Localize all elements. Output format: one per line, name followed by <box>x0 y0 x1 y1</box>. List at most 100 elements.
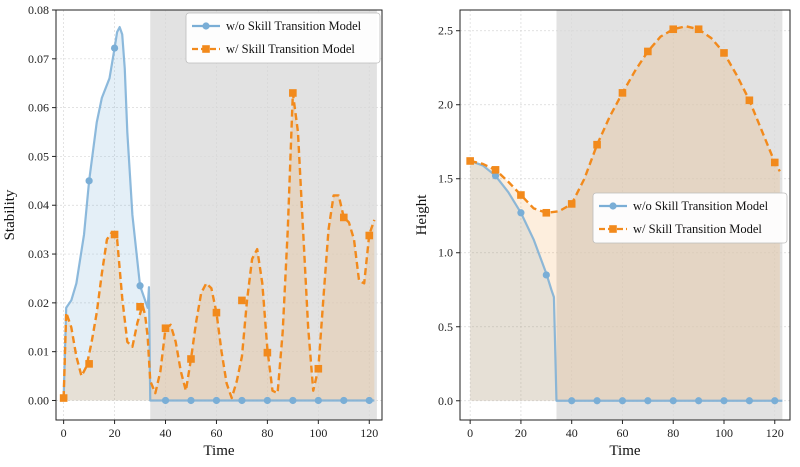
series-2-point <box>263 348 272 357</box>
x-tick-label: 40 <box>160 426 172 440</box>
x-axis-label: Time <box>609 443 640 459</box>
series-1-point <box>593 397 601 405</box>
series-1-point <box>517 209 525 217</box>
series-1-point <box>669 397 677 405</box>
series-2-point <box>644 47 652 56</box>
series-2-point <box>517 191 525 199</box>
series-1-point <box>720 397 728 405</box>
series-2-point <box>136 302 144 311</box>
x-tick-label: 100 <box>715 426 733 440</box>
legend-label: w/ Skill Transition Model <box>226 42 355 56</box>
series-2-point <box>567 200 576 208</box>
y-tick-label: 0.00 <box>28 393 49 407</box>
height-panel: 0 20 40 60 80 100 120 0.0 0.5 1.0 1.5 2.0 2.5 Time Hei… <box>414 9 791 459</box>
series-2-point <box>59 394 68 402</box>
x-tick-label: 100 <box>309 426 327 440</box>
series-1-point <box>771 397 779 405</box>
legend-box <box>592 192 788 244</box>
series-2-area <box>63 92 375 401</box>
y-tick-label: 0.07 <box>28 52 49 66</box>
plot-frame <box>459 9 791 421</box>
series-1-point <box>340 396 348 405</box>
legend-label: w/o Skill Transition Model <box>226 19 362 33</box>
series-1-point <box>161 396 170 405</box>
series-1-point <box>187 396 195 405</box>
legend-marker <box>609 225 617 233</box>
y-tick-label: 2.0 <box>438 98 453 112</box>
y-tick-label: 0.02 <box>28 296 49 310</box>
series-1-point <box>568 397 576 405</box>
series-2-point <box>618 89 627 97</box>
series-2-point <box>593 140 601 149</box>
x-tick-label: 60 <box>210 426 222 440</box>
series-1-point <box>110 44 119 52</box>
y-tick-label: 0.05 <box>28 149 49 163</box>
series-1-point <box>238 396 246 405</box>
series-1-point <box>542 271 550 279</box>
legend: w/o Skill Transition Model w/ Skill Trans… <box>592 192 788 244</box>
series-2-point <box>770 158 779 167</box>
y-axis-label: Height <box>414 194 430 236</box>
plot-frame <box>55 9 383 421</box>
x-axis-label: Time <box>203 443 234 459</box>
y-tick-label: 0.0 <box>438 394 453 408</box>
legend-marker <box>609 202 617 210</box>
grid <box>56 9 382 420</box>
series-2-point <box>466 157 474 165</box>
y-tick-label: 1.0 <box>438 246 453 260</box>
series-1-point <box>695 397 703 405</box>
series-2-point <box>745 96 754 105</box>
series-2-point <box>720 49 728 57</box>
series-2-point <box>238 296 246 305</box>
x-tick-label: 40 <box>566 426 578 440</box>
y-tick-label: 1.5 <box>438 172 453 186</box>
series-1-point <box>745 397 753 405</box>
legend-box <box>185 12 381 64</box>
series-2-point <box>85 360 93 368</box>
series-2-point <box>187 355 195 363</box>
legend-marker <box>202 22 210 30</box>
series-2-point <box>542 208 551 217</box>
legend-label: w/o Skill Transition Model <box>633 199 769 213</box>
x-tick-label: 120 <box>360 426 378 440</box>
series-1-point <box>618 397 627 405</box>
series-1-line <box>469 159 783 402</box>
series-1-point <box>314 396 322 405</box>
x-tick-label: 0 <box>61 426 67 440</box>
y-tick-label: 0.01 <box>28 345 49 359</box>
series-1-point <box>85 177 93 185</box>
legend: w/o Skill Transition Model w/ Skill Trans… <box>185 12 381 64</box>
series-1-point <box>365 396 373 405</box>
y-tick-label: 0.06 <box>28 101 49 115</box>
series-2-point <box>212 308 221 317</box>
x-tick-label: 0 <box>467 426 473 440</box>
series-2-line <box>469 25 781 214</box>
y-tick-label: 0.5 <box>438 320 453 334</box>
series-2-point <box>314 364 323 373</box>
y-tick-label: 0.03 <box>28 247 49 261</box>
grid <box>460 10 790 420</box>
series-2-point <box>365 231 374 240</box>
x-tick-label: 80 <box>667 426 679 440</box>
x-tick-label: 20 <box>515 426 527 440</box>
series-1-point <box>212 396 221 405</box>
legend-label: w/ Skill Transition Model <box>633 222 762 236</box>
series-1-area <box>470 160 783 401</box>
legend-marker <box>202 45 210 53</box>
series-1-point <box>263 396 271 405</box>
x-tick-label: 60 <box>616 426 628 440</box>
series-1-point <box>644 397 652 405</box>
series-1-point <box>289 396 297 405</box>
series-1-point <box>491 172 500 180</box>
x-tick-label: 120 <box>766 426 784 440</box>
stability-panel: 0 20 40 60 80 100 120 0.00 0.01 0.02 0.03 0.04 0.05 0… <box>2 3 383 459</box>
series-2-point <box>339 213 348 222</box>
series-2-point <box>694 25 703 34</box>
series-2-point <box>110 230 119 239</box>
y-tick-label: 2.5 <box>438 24 453 38</box>
y-tick-label: 0.08 <box>28 3 49 17</box>
series-1-point <box>136 282 144 290</box>
y-tick-label: 0.04 <box>28 198 49 212</box>
x-tick-label: 80 <box>261 426 273 440</box>
